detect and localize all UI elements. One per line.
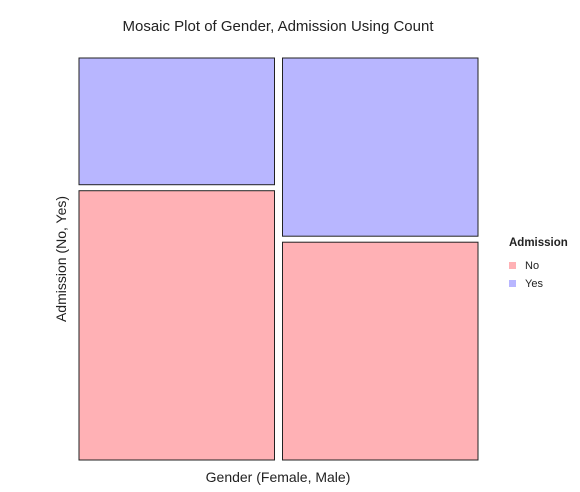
legend-swatch-no xyxy=(509,262,516,269)
legend-title: Admission xyxy=(509,237,568,249)
legend-swatch-yes xyxy=(509,280,516,287)
plot-area xyxy=(78,57,479,461)
legend-label-yes: Yes xyxy=(525,278,543,290)
chart-title: Mosaic Plot of Gender, Admission Using C… xyxy=(123,18,435,35)
tile-female-yes xyxy=(78,57,275,186)
tile-male-yes xyxy=(282,57,479,237)
legend-label-no: No xyxy=(525,260,539,272)
tile-male-no xyxy=(282,241,479,461)
legend: Admission No Yes xyxy=(509,237,568,290)
x-axis-label: Gender (Female, Male) xyxy=(206,469,351,485)
y-axis-label: Admission (No, Yes) xyxy=(53,196,69,322)
tile-female-no xyxy=(78,190,275,461)
